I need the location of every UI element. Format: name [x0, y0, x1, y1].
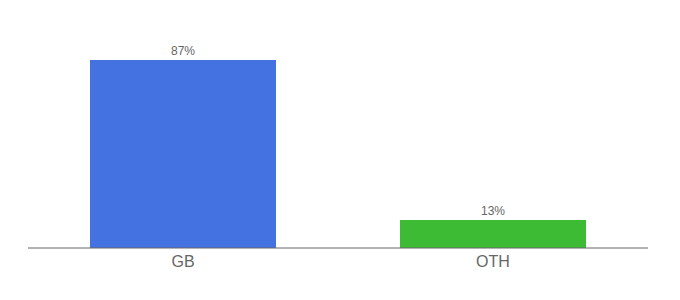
svg-text:GB: GB	[171, 253, 194, 270]
svg-text:OTH: OTH	[476, 253, 510, 270]
svg-text:87%: 87%	[171, 44, 195, 58]
svg-text:13%: 13%	[481, 204, 505, 218]
